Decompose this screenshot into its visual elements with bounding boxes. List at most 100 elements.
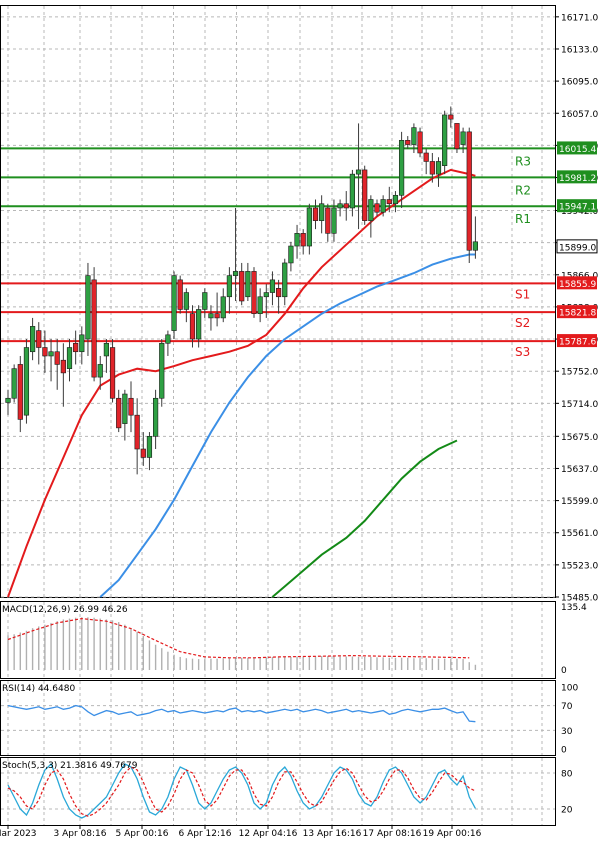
candle-body [140, 448, 146, 458]
candle-body [429, 161, 435, 175]
y-tick-label: 16171.0 [561, 13, 598, 23]
candle-body [116, 397, 122, 429]
rsi-tick-label: 100 [561, 684, 578, 694]
price-tag-s1 [557, 276, 597, 290]
candle-body [362, 169, 368, 221]
price-tag-text: 15981.2 [559, 174, 596, 184]
y-tick-label: 15561.0 [561, 529, 598, 539]
candle-body [208, 313, 214, 319]
y-tick-label: 15485.0 [561, 594, 598, 604]
candle-body [17, 364, 23, 420]
candle-body [460, 131, 466, 145]
level-label-r3: R3 [515, 154, 531, 168]
candle-body [337, 203, 343, 209]
price-tag-s3 [557, 334, 597, 348]
x-tick-label: 3 Apr 08:16 [54, 829, 107, 839]
candle-body [349, 173, 356, 209]
candle-body [454, 123, 460, 150]
pane-frame-rsi [0, 680, 556, 756]
x-tick-label: 5 Apr 00:16 [116, 829, 169, 839]
candle-body [128, 397, 134, 416]
pane-frame-macd [0, 601, 556, 679]
candle-body [423, 152, 429, 162]
candle-body [380, 199, 386, 213]
candle-body [97, 364, 103, 378]
candle-body [386, 199, 392, 205]
candle-body [411, 127, 417, 145]
y-tick-label: 16133.0 [561, 45, 598, 55]
candle-body [103, 342, 109, 357]
candle-body [48, 351, 54, 357]
price-tag-text: 15947.1 [559, 203, 596, 213]
candle-body [60, 359, 66, 374]
candle-body [134, 414, 140, 450]
rsi-tick-label: 0 [561, 746, 567, 756]
rsi-tick-label: 70 [561, 702, 573, 712]
level-label-r1: R1 [515, 212, 531, 226]
y-tick-label: 15714.0 [561, 400, 598, 410]
candle-body [398, 140, 405, 196]
x-tick-label: 30 Mar 2023 [0, 829, 37, 839]
candle-body [153, 397, 159, 437]
candle-body [122, 393, 128, 424]
price-tag-s2 [557, 305, 597, 319]
price-tag-text: 16015.4 [559, 145, 596, 155]
candle-body [257, 296, 263, 314]
candle-body [226, 275, 233, 298]
pane-frame-main [0, 5, 556, 598]
stoch-label: Stoch(5,3,3) 21.3816 49.7679 [2, 761, 138, 771]
candle-body [36, 330, 42, 348]
candle-body [79, 334, 85, 353]
candle-body [417, 131, 423, 154]
candle-body [165, 334, 171, 344]
ma-slow-line [271, 439, 458, 598]
candle-body [251, 271, 257, 314]
y-tick-label: 15637.0 [561, 465, 598, 475]
price-tag-r3 [557, 141, 597, 155]
rsi-tick-label: 30 [561, 727, 573, 737]
y-tick-label: 15523.0 [561, 561, 598, 571]
y-tick-label: 16057.0 [561, 110, 598, 120]
last-price-text: 15899.0 [559, 243, 596, 253]
candle-body [392, 194, 399, 205]
macd-tick-top: 135.4 [561, 603, 587, 613]
candle-body [312, 207, 319, 221]
price-tag-text: 15855.9 [559, 280, 596, 290]
candle-body [202, 292, 208, 310]
x-tick-label: 12 Apr 04:16 [239, 829, 298, 839]
candle-body [288, 245, 294, 264]
candle-body [73, 342, 79, 353]
candle-body [331, 207, 337, 234]
candle-body [282, 262, 288, 298]
candle-body [189, 313, 196, 340]
x-tick-label: 17 Apr 08:16 [363, 829, 422, 839]
level-label-r2: R2 [515, 183, 531, 197]
candle-body [146, 436, 153, 458]
candle-body [196, 309, 202, 340]
candle-body [214, 313, 220, 319]
candle-body [177, 279, 183, 310]
y-tick-label: 16095.0 [561, 78, 598, 88]
candle-body [343, 203, 349, 209]
candle-body [368, 199, 374, 221]
candle-body [109, 347, 116, 399]
stoch-tick-label: 80 [561, 770, 573, 780]
candle-body [23, 347, 30, 416]
candle-body [405, 140, 411, 145]
candle-body [42, 347, 48, 357]
candle-body [355, 169, 362, 175]
candle-body [11, 368, 17, 399]
level-label-s2: S2 [515, 316, 530, 330]
last-price-tag [556, 239, 598, 254]
candle-body [269, 279, 276, 293]
candle-body [263, 292, 269, 298]
rsi-line [7, 704, 476, 723]
macd-tick-zero: 0 [561, 666, 567, 676]
candle-body [29, 326, 36, 353]
candle-body [275, 288, 282, 298]
candle-body [54, 351, 60, 365]
level-label-s3: S3 [515, 345, 530, 359]
candle-body [448, 114, 454, 120]
